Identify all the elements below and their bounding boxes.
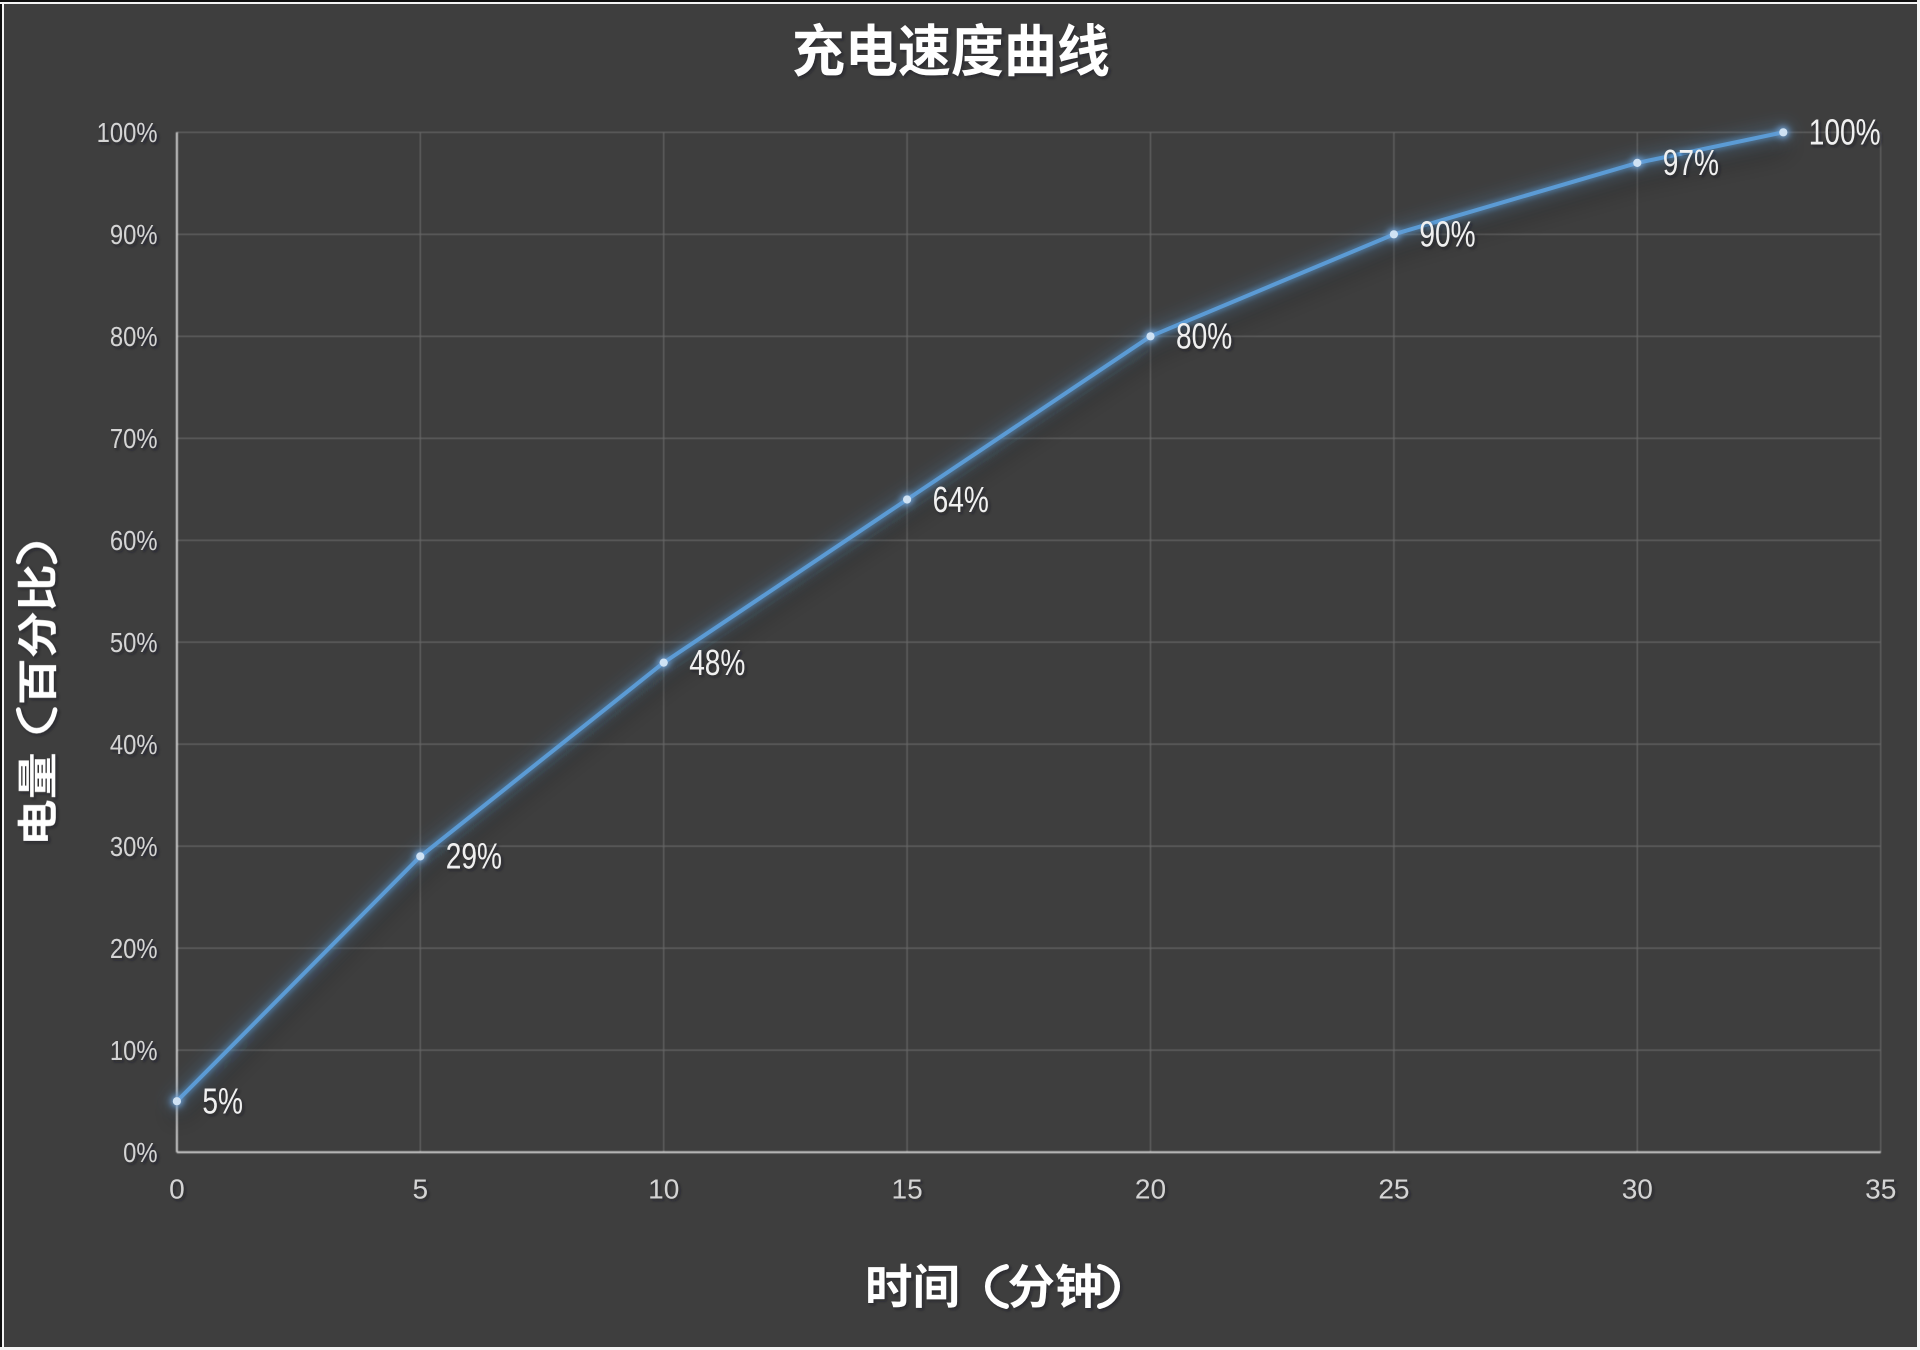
svg-text:5%: 5% bbox=[202, 1081, 243, 1121]
svg-text:40%: 40% bbox=[110, 728, 158, 760]
svg-text:0: 0 bbox=[169, 1174, 185, 1205]
svg-text:70%: 70% bbox=[110, 422, 158, 454]
svg-text:48%: 48% bbox=[689, 643, 745, 683]
svg-text:20%: 20% bbox=[110, 932, 158, 964]
svg-text:100%: 100% bbox=[1809, 112, 1881, 152]
svg-text:80%: 80% bbox=[110, 320, 158, 352]
svg-text:35: 35 bbox=[1865, 1174, 1896, 1205]
svg-text:25: 25 bbox=[1378, 1174, 1409, 1205]
svg-text:15: 15 bbox=[892, 1174, 923, 1205]
svg-text:10: 10 bbox=[648, 1174, 679, 1205]
svg-text:30%: 30% bbox=[110, 830, 158, 862]
svg-text:5: 5 bbox=[413, 1174, 429, 1205]
svg-text:10%: 10% bbox=[110, 1034, 158, 1066]
svg-text:100%: 100% bbox=[97, 116, 158, 148]
svg-text:97%: 97% bbox=[1663, 143, 1719, 183]
svg-text:90%: 90% bbox=[110, 218, 158, 250]
svg-text:50%: 50% bbox=[110, 626, 158, 658]
svg-text:80%: 80% bbox=[1176, 316, 1232, 356]
svg-text:20: 20 bbox=[1135, 1174, 1166, 1205]
svg-text:90%: 90% bbox=[1419, 214, 1475, 254]
svg-text:60%: 60% bbox=[110, 524, 158, 556]
svg-text:64%: 64% bbox=[933, 479, 989, 519]
svg-text:30: 30 bbox=[1622, 1174, 1653, 1205]
svg-text:29%: 29% bbox=[446, 836, 502, 876]
svg-text:0%: 0% bbox=[123, 1136, 157, 1168]
